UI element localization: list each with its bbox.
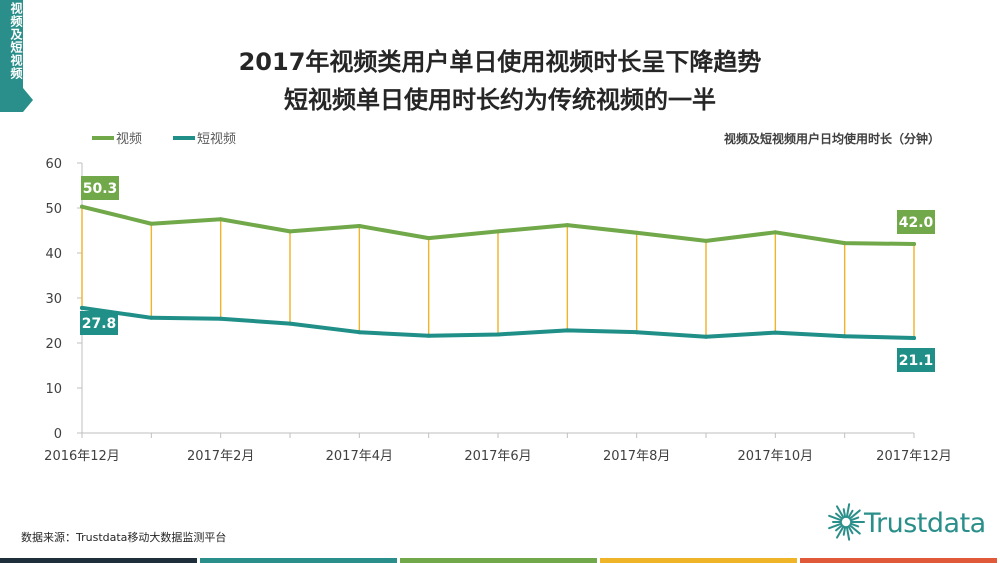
legend-video-label: 视频 — [116, 132, 142, 147]
data-label-video-end-box — [897, 210, 935, 234]
short-video-point — [634, 330, 639, 335]
burst-ray — [849, 522, 860, 528]
data-source-note: 数据来源：Trustdata移动大数据监测平台 — [21, 531, 227, 544]
burst-ray — [848, 524, 861, 535]
burst-ray — [847, 509, 854, 519]
short-video-point — [912, 336, 916, 341]
short-video-point — [288, 321, 292, 326]
y-tick-label: 20 — [45, 337, 62, 352]
logo-text: Trustdata — [864, 508, 986, 539]
video-point — [634, 230, 639, 235]
short-video-point — [149, 315, 154, 320]
short-video-point — [773, 330, 778, 335]
video-point — [912, 242, 916, 246]
burst-ray — [828, 522, 843, 530]
footer-bar — [600, 558, 797, 563]
y-tick-label: 60 — [45, 157, 62, 172]
data-label-video-start-box — [81, 176, 119, 200]
x-tick-label: 2017年10月 — [738, 449, 814, 464]
burst-ray — [845, 503, 851, 519]
footer-bar — [0, 558, 197, 563]
video-point — [426, 236, 431, 241]
video-point — [773, 230, 778, 235]
burst-ray — [848, 509, 861, 520]
y-tick-label: 40 — [45, 247, 62, 262]
burst-ray — [835, 524, 844, 532]
burst-ray — [836, 525, 845, 539]
section-tab: 视频及短视频 — [0, 0, 23, 112]
video-point — [149, 221, 154, 226]
video-point — [565, 223, 570, 228]
burst-ray — [849, 516, 860, 522]
footer-color-bars — [0, 558, 1000, 563]
burst-ray — [845, 525, 851, 541]
data-label-video-start: 50.3 — [83, 181, 118, 197]
short-video-point — [496, 332, 500, 337]
y-tick-label: 50 — [45, 202, 62, 217]
video-point — [704, 238, 708, 243]
burst-ray — [847, 525, 854, 535]
footer-bar — [800, 558, 997, 563]
video-point — [288, 229, 292, 234]
x-tick-label: 2016年12月 — [44, 449, 120, 464]
short-video-point — [80, 305, 84, 310]
short-video-point — [842, 334, 847, 339]
burst-ray — [842, 508, 847, 519]
chart-title: 2017年视频类用户单日使用视频时长呈下降趋势 — [238, 48, 762, 76]
video-point — [357, 224, 362, 228]
y-tick-label: 0 — [54, 427, 62, 442]
short-video-point — [357, 330, 362, 335]
short-video-point — [565, 328, 570, 333]
unit-label: 视频及短视频用户日均使用时长（分钟） — [724, 131, 940, 146]
video-point — [218, 217, 223, 222]
data-label-video-end: 42.0 — [899, 215, 934, 231]
sunburst-icon — [828, 503, 865, 541]
legend-short-video-label: 短视频 — [197, 132, 236, 147]
burst-ray — [836, 505, 845, 519]
short-video-point — [426, 333, 431, 338]
video-point — [80, 204, 84, 209]
section-tab-label: 视频及短视频 — [9, 2, 23, 80]
footer-bar — [200, 558, 397, 563]
short-video-point — [704, 334, 708, 339]
chart-subtitle: 短视频单日使用时长约为传统视频的一半 — [284, 86, 716, 114]
footer-bar — [400, 558, 597, 563]
y-tick-label: 10 — [45, 382, 62, 397]
x-tick-label: 2017年12月 — [876, 449, 952, 464]
burst-ray — [828, 514, 843, 522]
section-tab-notch — [23, 88, 33, 112]
x-tick-label: 2017年4月 — [326, 449, 393, 464]
short-video-point — [218, 316, 223, 321]
x-tick-label: 2017年6月 — [464, 449, 531, 464]
burst-ray — [842, 525, 847, 536]
video-point — [496, 229, 500, 234]
video-point — [842, 241, 847, 246]
y-tick-label: 30 — [45, 292, 62, 307]
data-label-short-video-start-box — [80, 311, 118, 335]
x-tick-label: 2017年8月 — [603, 449, 670, 464]
data-label-short-video-start: 27.8 — [82, 316, 117, 332]
x-tick-label: 2017年2月 — [187, 449, 254, 464]
trustdata-logo: Trustdata — [826, 492, 991, 548]
burst-ray — [835, 512, 844, 520]
data-label-short-video-end: 21.1 — [899, 353, 934, 369]
data-label-short-video-end-box — [897, 348, 935, 372]
